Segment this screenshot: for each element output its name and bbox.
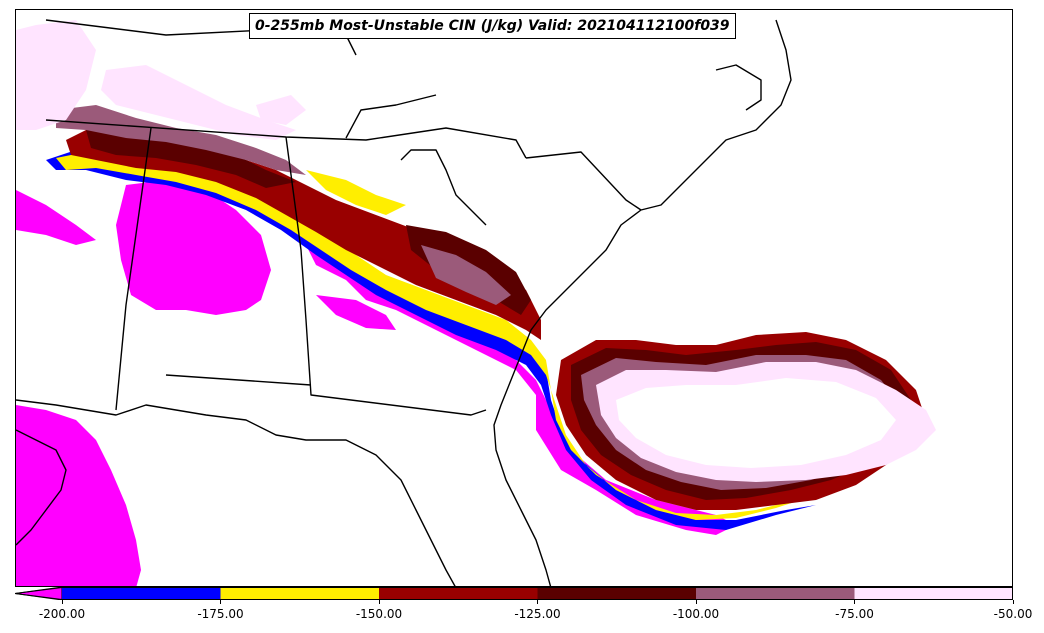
colorbar-bin xyxy=(220,587,379,600)
colorbar-bin xyxy=(854,587,1013,600)
colorbar-tick-label: -50.00 xyxy=(993,607,1033,621)
colorbar-bin xyxy=(379,587,538,600)
colorbar-tick-label: -125.00 xyxy=(514,607,561,621)
colorbar-tickmark xyxy=(220,600,221,604)
colorbar-tickmark xyxy=(537,600,538,604)
colorbar-outline xyxy=(15,587,1013,600)
cin-map xyxy=(16,19,936,586)
colorbar-tick-label: -200.00 xyxy=(38,607,86,621)
colorbar-tick-label: -150.00 xyxy=(355,607,403,621)
colorbar-tickmark xyxy=(61,600,63,604)
colorbar-tick-label: -175.00 xyxy=(197,607,244,621)
cin-interior-region xyxy=(616,378,896,468)
map-title: 0-255mb Most-Unstable CIN (J/kg) Valid: … xyxy=(249,13,736,39)
colorbar-tickmark xyxy=(378,600,380,604)
colorbar-tickmark xyxy=(854,600,855,604)
colorbar-bin xyxy=(537,587,696,600)
cin-below-200-region xyxy=(16,160,736,586)
colorbar-bin xyxy=(62,587,221,600)
colorbar-tickmark xyxy=(695,600,697,604)
colorbar xyxy=(15,587,1013,600)
colorbar-bin xyxy=(696,587,855,600)
cin-175-150-region xyxy=(56,150,816,520)
colorbar-tickmark xyxy=(1012,600,1014,604)
colorbar-tick-label: -75.00 xyxy=(835,607,874,621)
map-panel xyxy=(15,9,1013,587)
colorbar-tick-label: -100.00 xyxy=(672,607,720,621)
colorbar-extend-min xyxy=(15,587,63,600)
